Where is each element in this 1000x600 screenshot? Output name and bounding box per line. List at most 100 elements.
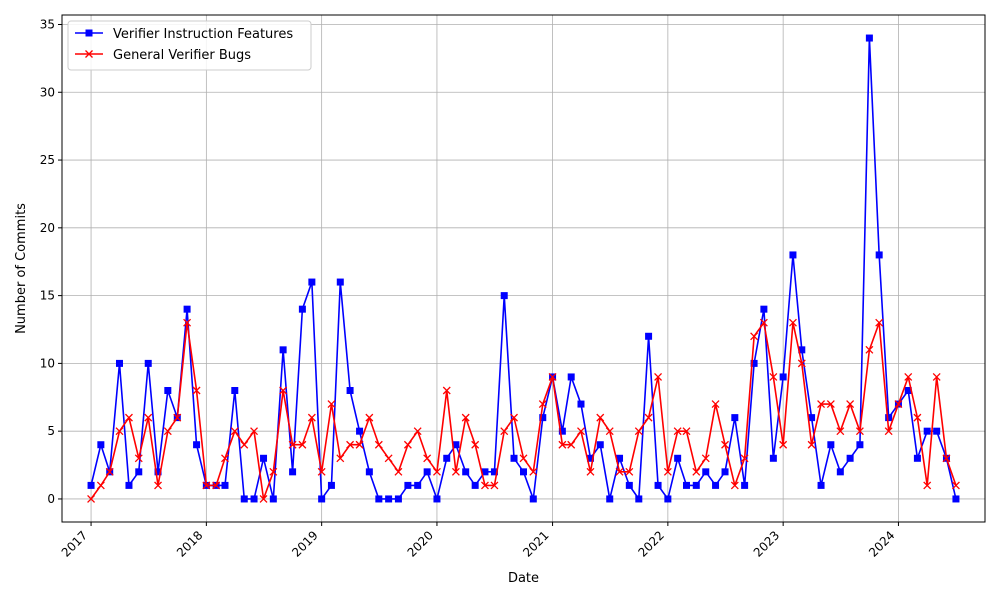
data-point-verifier-instruction-features (933, 427, 941, 435)
data-point-general-verifier-bugs (596, 413, 605, 422)
data-point-general-verifier-bugs (558, 440, 567, 449)
data-point-verifier-instruction-features (567, 373, 575, 381)
data-point-general-verifier-bugs (855, 427, 864, 436)
data-point-verifier-instruction-features (423, 468, 431, 476)
data-point-general-verifier-bugs (788, 318, 797, 327)
data-point-general-verifier-bugs (394, 467, 403, 476)
data-point-verifier-instruction-features (731, 414, 739, 422)
data-point-verifier-instruction-features (154, 468, 162, 476)
data-point-verifier-instruction-features (97, 441, 105, 449)
data-point-general-verifier-bugs (711, 400, 720, 409)
data-point-general-verifier-bugs (250, 427, 259, 436)
data-point-verifier-instruction-features (875, 251, 883, 259)
legend-marker-verifier-instruction-features (85, 29, 93, 37)
data-point-general-verifier-bugs (904, 372, 913, 381)
data-point-general-verifier-bugs (615, 467, 624, 476)
data-point-verifier-instruction-features (596, 441, 604, 449)
data-point-verifier-instruction-features (144, 359, 152, 367)
data-point-general-verifier-bugs (442, 386, 451, 395)
data-point-general-verifier-bugs (163, 427, 172, 436)
data-point-general-verifier-bugs (183, 318, 192, 327)
data-point-general-verifier-bugs (923, 481, 932, 490)
data-point-verifier-instruction-features (394, 495, 402, 503)
data-point-general-verifier-bugs (403, 440, 412, 449)
data-point-general-verifier-bugs (336, 454, 345, 463)
data-point-verifier-instruction-features (183, 305, 191, 313)
data-point-verifier-instruction-features (682, 481, 690, 489)
data-point-verifier-instruction-features (692, 481, 700, 489)
data-point-general-verifier-bugs (932, 372, 941, 381)
data-point-general-verifier-bugs (384, 454, 393, 463)
data-point-general-verifier-bugs (548, 372, 557, 381)
data-point-verifier-instruction-features (539, 414, 547, 422)
data-point-general-verifier-bugs (605, 427, 614, 436)
data-point-general-verifier-bugs (173, 413, 182, 422)
data-point-verifier-instruction-features (836, 468, 844, 476)
data-point-verifier-instruction-features (769, 454, 777, 462)
y-tick-label: 5 (47, 424, 55, 438)
y-tick-label: 10 (40, 356, 55, 370)
data-point-general-verifier-bugs (510, 413, 518, 422)
data-point-verifier-instruction-features (798, 346, 806, 354)
data-point-general-verifier-bugs (134, 454, 143, 463)
y-axis: 0 5 10 15 20 25 30 35 (40, 17, 62, 506)
legend-label-verifier-instruction-features: Verifier Instruction Features (113, 27, 293, 42)
data-point-general-verifier-bugs (817, 400, 826, 409)
data-point-verifier-instruction-features (865, 34, 873, 42)
data-point-general-verifier-bugs (432, 467, 441, 476)
data-point-general-verifier-bugs (692, 467, 701, 476)
data-point-verifier-instruction-features (712, 481, 720, 489)
data-point-verifier-instruction-features (520, 468, 527, 476)
data-point-general-verifier-bugs (769, 372, 778, 381)
data-point-general-verifier-bugs (644, 413, 653, 422)
data-point-verifier-instruction-features (365, 468, 373, 476)
legend: Verifier Instruction Features General Ve… (67, 20, 312, 71)
data-point-general-verifier-bugs (625, 467, 634, 476)
data-point-verifier-instruction-features (654, 481, 662, 489)
legend-box (67, 20, 312, 71)
data-point-verifier-instruction-features (385, 495, 393, 503)
data-point-general-verifier-bugs (797, 359, 806, 368)
data-point-verifier-instruction-features (221, 481, 229, 489)
data-point-general-verifier-bugs (884, 427, 893, 436)
data-point-general-verifier-bugs (451, 467, 460, 476)
data-point-verifier-instruction-features (279, 346, 287, 354)
data-point-general-verifier-bugs (221, 454, 229, 463)
data-point-verifier-instruction-features (231, 387, 239, 395)
data-point-general-verifier-bugs (942, 454, 951, 463)
data-point-verifier-instruction-features (779, 373, 787, 381)
data-point-verifier-instruction-features (760, 305, 768, 313)
data-point-general-verifier-bugs (230, 427, 239, 436)
data-point-general-verifier-bugs (461, 413, 470, 422)
data-point-verifier-instruction-features (414, 481, 422, 489)
data-point-verifier-instruction-features (269, 495, 277, 503)
data-point-verifier-instruction-features (952, 495, 960, 503)
data-point-verifier-instruction-features (645, 332, 653, 340)
y-tick-label: 25 (40, 153, 55, 167)
data-point-general-verifier-bugs (836, 427, 845, 436)
data-point-general-verifier-bugs (144, 413, 153, 422)
data-point-verifier-instruction-features (375, 495, 383, 503)
data-point-verifier-instruction-features (741, 481, 749, 489)
data-point-verifier-instruction-features (452, 441, 460, 449)
legend-label-general-verifier-bugs: General Verifier Bugs (113, 48, 251, 63)
data-point-verifier-instruction-features (904, 387, 912, 395)
data-point-general-verifier-bugs (846, 400, 855, 409)
data-point-verifier-instruction-features (260, 454, 268, 462)
data-point-general-verifier-bugs (355, 440, 364, 449)
data-point-verifier-instruction-features (250, 495, 258, 503)
data-point-verifier-instruction-features (817, 481, 825, 489)
data-point-verifier-instruction-features (336, 278, 344, 286)
data-point-general-verifier-bugs (288, 440, 297, 449)
data-point-verifier-instruction-features (674, 454, 682, 462)
data-point-general-verifier-bugs (663, 467, 672, 476)
data-point-verifier-instruction-features (346, 387, 354, 395)
y-tick-label: 35 (40, 17, 55, 31)
data-point-general-verifier-bugs (423, 454, 432, 463)
data-point-general-verifier-bugs (759, 318, 768, 327)
data-point-general-verifier-bugs (779, 440, 788, 449)
data-point-general-verifier-bugs (471, 440, 480, 449)
data-point-general-verifier-bugs (654, 372, 663, 381)
